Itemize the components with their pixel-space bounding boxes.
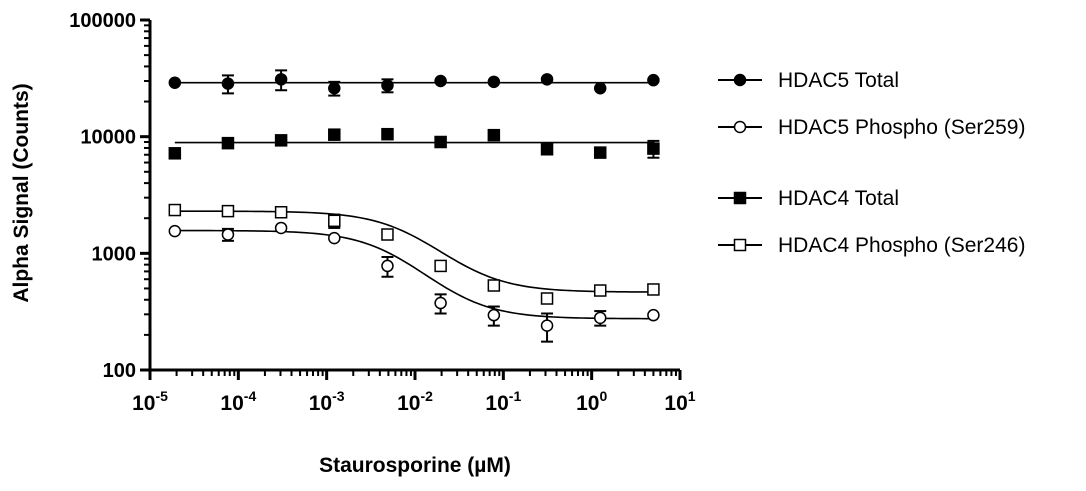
data-point-s1 bbox=[221, 77, 235, 90]
data-point-s3 bbox=[540, 143, 554, 156]
y-tick-label: 100000 bbox=[69, 10, 136, 32]
data-point-s3 bbox=[593, 146, 607, 159]
fit-curves bbox=[174, 81, 654, 320]
data-point-s3 bbox=[221, 136, 235, 150]
y-tick-label: 10000 bbox=[80, 127, 136, 149]
x-tick-label: 10-4 bbox=[220, 388, 256, 415]
x-axis-title: Staurosporine (µM) bbox=[319, 454, 511, 477]
y-tick-label: 1000 bbox=[92, 243, 137, 265]
x-tick-label: 101 bbox=[664, 388, 695, 415]
data-point-s1 bbox=[487, 75, 501, 89]
x-tick-label: 10-5 bbox=[132, 388, 168, 415]
data-point-s2 bbox=[540, 319, 554, 332]
data-point-s3 bbox=[168, 147, 182, 160]
legend-marker bbox=[733, 238, 747, 252]
data-points bbox=[168, 69, 660, 343]
x-tick-label: 10-2 bbox=[397, 388, 433, 415]
data-point-s3 bbox=[274, 134, 288, 147]
data-point-s1 bbox=[593, 82, 607, 95]
data-point-s1 bbox=[434, 74, 447, 88]
data-point-s1 bbox=[168, 76, 182, 89]
data-point-s2 bbox=[434, 296, 447, 310]
data-point-s2 bbox=[274, 221, 288, 235]
data-point-s2 bbox=[487, 308, 501, 322]
legend: HDAC5 Total HDAC5 Phospho (Ser259) HDAC4 T… bbox=[718, 69, 1025, 257]
legend-marker bbox=[733, 73, 747, 87]
data-point-s4 bbox=[168, 203, 182, 217]
data-point-s4 bbox=[593, 284, 607, 297]
axes: 100 1000 10000 100000 10-5 10-4 10-3 10-2 10-1 10… bbox=[69, 10, 696, 415]
data-point-s2 bbox=[593, 311, 607, 325]
data-point-s1 bbox=[540, 73, 554, 86]
data-point-s2 bbox=[168, 224, 182, 238]
fit-curve-2 bbox=[174, 229, 654, 320]
legend-label: HDAC5 Total bbox=[778, 69, 899, 92]
legend-label: HDAC5 Phospho (Ser259) bbox=[778, 116, 1025, 139]
data-point-s4 bbox=[274, 205, 288, 219]
data-point-s4 bbox=[381, 228, 394, 241]
x-tick-label: 100 bbox=[576, 388, 607, 415]
data-point-s1 bbox=[381, 79, 394, 92]
data-point-s4 bbox=[487, 279, 501, 292]
legend-label: HDAC4 Phospho (Ser246) bbox=[778, 234, 1025, 257]
data-point-s4 bbox=[221, 204, 235, 218]
data-point-s2 bbox=[221, 228, 235, 241]
data-point-s2 bbox=[328, 231, 341, 245]
y-tick-label: 100 bbox=[103, 360, 136, 382]
data-point-s4 bbox=[647, 283, 660, 296]
x-tick-label: 10-3 bbox=[309, 388, 345, 415]
data-point-s3 bbox=[434, 135, 447, 149]
data-point-s4 bbox=[434, 259, 447, 273]
data-point-s1 bbox=[328, 82, 341, 95]
data-point-s3 bbox=[647, 142, 660, 155]
data-point-s4 bbox=[328, 214, 341, 228]
y-axis-title: Alpha Signal (Counts) bbox=[10, 83, 33, 302]
legend-marker bbox=[733, 120, 747, 134]
fit-curve-4 bbox=[174, 210, 654, 293]
data-point-s3 bbox=[381, 127, 394, 141]
data-point-s4 bbox=[540, 292, 554, 305]
data-point-s2 bbox=[647, 308, 660, 322]
legend-label: HDAC4 Total bbox=[778, 187, 899, 210]
data-point-s3 bbox=[328, 128, 341, 141]
data-point-s1 bbox=[274, 73, 288, 86]
data-point-s2 bbox=[381, 259, 394, 273]
data-point-s3 bbox=[487, 128, 501, 142]
legend-marker bbox=[733, 191, 747, 205]
x-tick-label: 10-1 bbox=[485, 388, 521, 415]
data-point-s1 bbox=[647, 73, 660, 87]
